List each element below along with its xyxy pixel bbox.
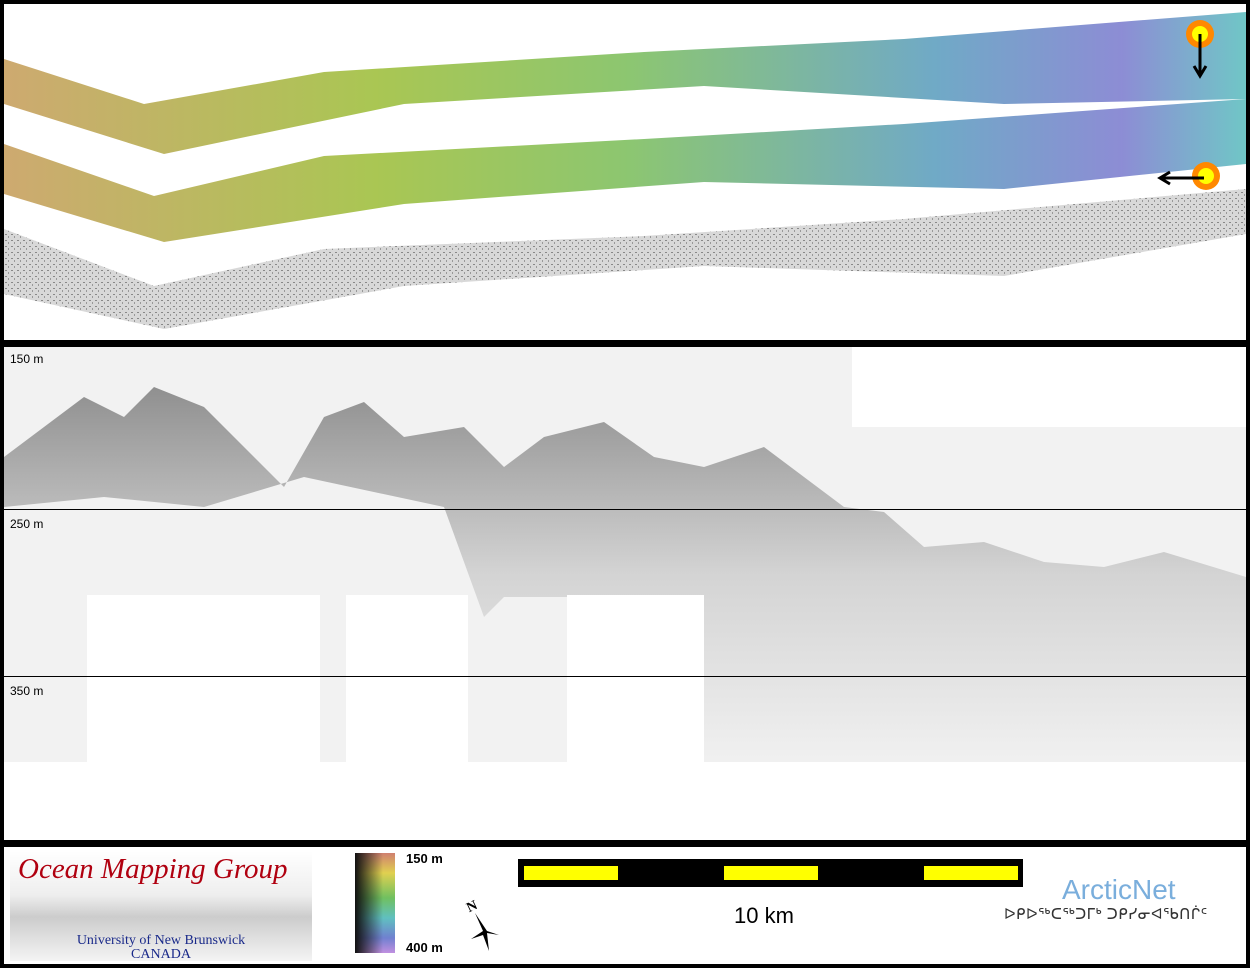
depth-colorbar <box>355 853 395 953</box>
bathymetry-swath-1 <box>4 12 1246 154</box>
backscatter-swath <box>4 189 1246 329</box>
logo-university: University of New Brunswick <box>76 933 246 948</box>
depth-label: 250 m <box>10 517 44 531</box>
arcticnet-inuktitut-name: ᐅᑭᐅᖅᑕᖅᑐᒥᒃ ᑐᑭᓯᓂᐊᖃᑎᒌᑦ <box>1004 906 1208 923</box>
profile-panel: 150 m 250 m 350 m <box>4 347 1246 840</box>
depth-gridline <box>4 676 1246 677</box>
scale-segment <box>724 866 818 880</box>
bathymetry-panel <box>4 4 1246 340</box>
legend-panel: Ocean Mapping Group University of New Br… <box>4 847 1246 964</box>
logo-country: CANADA <box>131 947 191 962</box>
depth-label: 350 m <box>10 684 44 698</box>
seismic-profile <box>4 347 1246 765</box>
ocean-mapping-group-logo: Ocean Mapping Group University of New Br… <box>10 851 312 962</box>
scale-segment <box>524 866 618 880</box>
colorbar-top-label: 150 m <box>406 851 443 866</box>
depth-gridline <box>4 509 1246 510</box>
colorbar-bottom-label: 400 m <box>406 940 443 955</box>
depth-label: 150 m <box>10 352 44 366</box>
arrow-left-icon <box>1157 170 1204 186</box>
logo-title: Ocean Mapping Group <box>18 853 288 885</box>
arrow-down-icon <box>1192 34 1208 79</box>
bathymetry-swath-2 <box>4 99 1246 242</box>
sun-marker-icon <box>1192 162 1220 190</box>
arcticnet-logo: ArcticNet <box>1062 874 1176 905</box>
north-arrow-icon: N <box>464 898 499 951</box>
swath-map <box>4 12 1246 329</box>
scale-bar <box>518 859 1023 887</box>
north-label: N <box>464 898 480 916</box>
scale-label: 10 km <box>734 903 794 928</box>
scale-segment <box>924 866 1018 880</box>
